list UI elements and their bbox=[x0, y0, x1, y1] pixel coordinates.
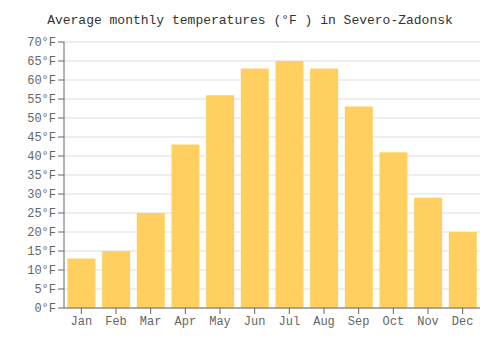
svg-text:Jan: Jan bbox=[71, 315, 93, 329]
svg-text:55°F: 55°F bbox=[27, 93, 56, 107]
svg-text:20°F: 20°F bbox=[27, 226, 56, 240]
svg-text:45°F: 45°F bbox=[27, 131, 56, 145]
svg-text:30°F: 30°F bbox=[27, 188, 56, 202]
svg-text:Feb: Feb bbox=[105, 315, 127, 329]
svg-text:40°F: 40°F bbox=[27, 150, 56, 164]
svg-text:Jul: Jul bbox=[279, 315, 301, 329]
svg-text:Dec: Dec bbox=[452, 315, 474, 329]
svg-text:Jun: Jun bbox=[244, 315, 266, 329]
svg-text:15°F: 15°F bbox=[27, 245, 56, 259]
svg-text:Sep: Sep bbox=[348, 315, 370, 329]
svg-text:0°F: 0°F bbox=[34, 302, 56, 316]
svg-text:May: May bbox=[209, 315, 231, 329]
svg-text:50°F: 50°F bbox=[27, 112, 56, 126]
svg-text:Oct: Oct bbox=[383, 315, 405, 329]
svg-text:65°F: 65°F bbox=[27, 55, 56, 69]
svg-text:Apr: Apr bbox=[175, 315, 197, 329]
svg-text:25°F: 25°F bbox=[27, 207, 56, 221]
svg-text:5°F: 5°F bbox=[34, 283, 56, 297]
html-text:Average monthly temperatures (: Average monthly temperatures (°F ) in Se… bbox=[47, 13, 453, 28]
svg-text:60°F: 60°F bbox=[27, 74, 56, 88]
svg-text:Mar: Mar bbox=[140, 315, 162, 329]
svg-text:10°F: 10°F bbox=[27, 264, 56, 278]
svg-text:Nov: Nov bbox=[417, 315, 439, 329]
svg-text:35°F: 35°F bbox=[27, 169, 56, 183]
svg-text:70°F: 70°F bbox=[27, 36, 56, 50]
svg-text:Aug: Aug bbox=[313, 315, 335, 329]
